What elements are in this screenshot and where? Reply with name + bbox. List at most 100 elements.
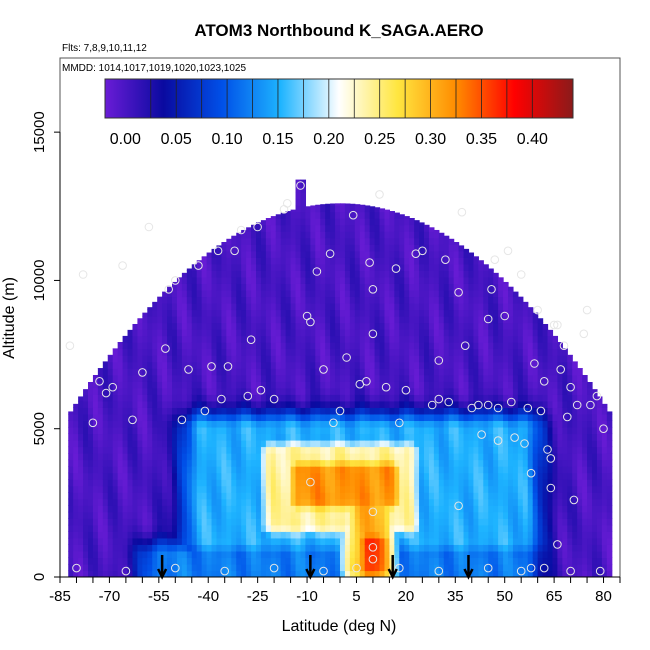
heatmap-cell (537, 453, 544, 461)
heatmap-cell (152, 342, 158, 350)
heatmap-cell (265, 231, 272, 239)
heatmap-cell (295, 407, 302, 415)
heatmap-cell (256, 518, 262, 526)
heatmap-cell (251, 302, 257, 311)
heatmap-cell (305, 231, 311, 239)
heatmap-cell (542, 537, 549, 545)
heatmap-cell (498, 446, 504, 454)
heatmap-cell (152, 544, 158, 552)
heatmap-cell (522, 348, 529, 356)
heatmap-cell (201, 276, 208, 284)
heatmap-cell (88, 420, 94, 428)
heatmap-cell (206, 485, 213, 493)
heatmap-cell (374, 368, 381, 376)
heatmap-cell (335, 283, 341, 291)
heatmap-cell (389, 309, 395, 317)
heatmap-cell (285, 426, 292, 435)
heatmap-cell (517, 407, 524, 415)
heatmap-cell (275, 276, 282, 284)
heatmap-cell (468, 472, 475, 480)
heatmap-cell (399, 420, 405, 428)
heatmap-cell (142, 355, 148, 363)
heatmap-cell (191, 329, 198, 337)
heatmap-cell (483, 439, 489, 448)
heatmap-cell (251, 479, 257, 487)
heatmap-cell (280, 224, 287, 232)
heatmap-cell (315, 439, 321, 448)
heatmap-cell (325, 505, 331, 513)
heatmap-cell (216, 289, 223, 298)
heatmap-cell (354, 544, 361, 552)
heatmap-cell (567, 459, 573, 467)
heatmap-cell (512, 531, 519, 539)
heatmap-cell (488, 394, 494, 402)
heatmap-cell (498, 348, 504, 356)
heatmap-cell (305, 453, 311, 461)
heatmap-cell (330, 544, 336, 552)
heatmap-cell (344, 550, 351, 559)
heatmap-cell (369, 211, 376, 219)
heatmap-cell (463, 348, 470, 356)
heatmap-cell (493, 387, 499, 395)
heatmap-cell (191, 322, 198, 330)
heatmap-cell (246, 263, 252, 271)
heatmap-cell (364, 459, 371, 467)
heatmap-cell (176, 329, 183, 337)
heatmap-cell (572, 361, 578, 369)
heatmap-cell (295, 400, 302, 408)
heatmap-cell (428, 479, 435, 487)
heatmap-cell (236, 479, 242, 487)
heatmap-cell (340, 289, 346, 298)
heatmap-cell (344, 426, 351, 435)
heatmap-cell (349, 348, 356, 356)
heatmap-cell (315, 524, 321, 532)
heatmap-cell (270, 355, 277, 363)
heatmap-cell (340, 381, 346, 389)
heatmap-cell (488, 524, 494, 532)
heatmap-cell (172, 518, 178, 526)
heatmap-cell (172, 570, 178, 577)
heatmap-cell (478, 296, 484, 304)
heatmap-cell (68, 537, 74, 545)
heatmap-cell (374, 244, 381, 252)
heatmap-cell (428, 237, 435, 245)
heatmap-cell (537, 381, 544, 389)
heatmap-cell (142, 368, 148, 376)
heatmap-cell (369, 322, 376, 330)
heatmap-cell (300, 479, 307, 487)
heatmap-cell (157, 524, 163, 532)
heatmap-cell (468, 387, 475, 395)
heatmap-cell (157, 479, 163, 487)
heatmap-cell (404, 498, 410, 506)
heatmap-cell (280, 381, 287, 389)
heatmap-cell (483, 329, 489, 337)
heatmap-cell (157, 329, 163, 337)
heatmap-cell (364, 211, 371, 219)
heatmap-cell (512, 544, 519, 552)
heatmap-cell (92, 524, 99, 532)
heatmap-cell (364, 479, 371, 487)
heatmap-cell (152, 531, 158, 539)
heatmap-cell (206, 537, 213, 545)
heatmap-cell (349, 485, 356, 493)
heatmap-cell (226, 498, 232, 506)
heatmap-cell (557, 459, 563, 467)
heatmap-cell (369, 381, 376, 389)
heatmap-cell (517, 524, 524, 532)
heatmap-cell (374, 387, 381, 395)
heatmap-cell (335, 557, 341, 565)
heatmap-cell (196, 426, 203, 435)
heatmap-cell (517, 446, 524, 454)
heatmap-cell (186, 374, 193, 382)
heatmap-cell (147, 505, 153, 513)
heatmap-cell (92, 400, 99, 408)
heatmap-cell (256, 276, 262, 284)
heatmap-cell (241, 446, 247, 454)
heatmap-cell (191, 531, 198, 539)
heatmap-cell (295, 524, 302, 532)
heatmap-cell (132, 550, 139, 559)
heatmap-cell (503, 505, 509, 513)
heatmap-cell (419, 498, 425, 506)
heatmap-cell (384, 302, 391, 311)
heatmap-cell (394, 270, 400, 278)
